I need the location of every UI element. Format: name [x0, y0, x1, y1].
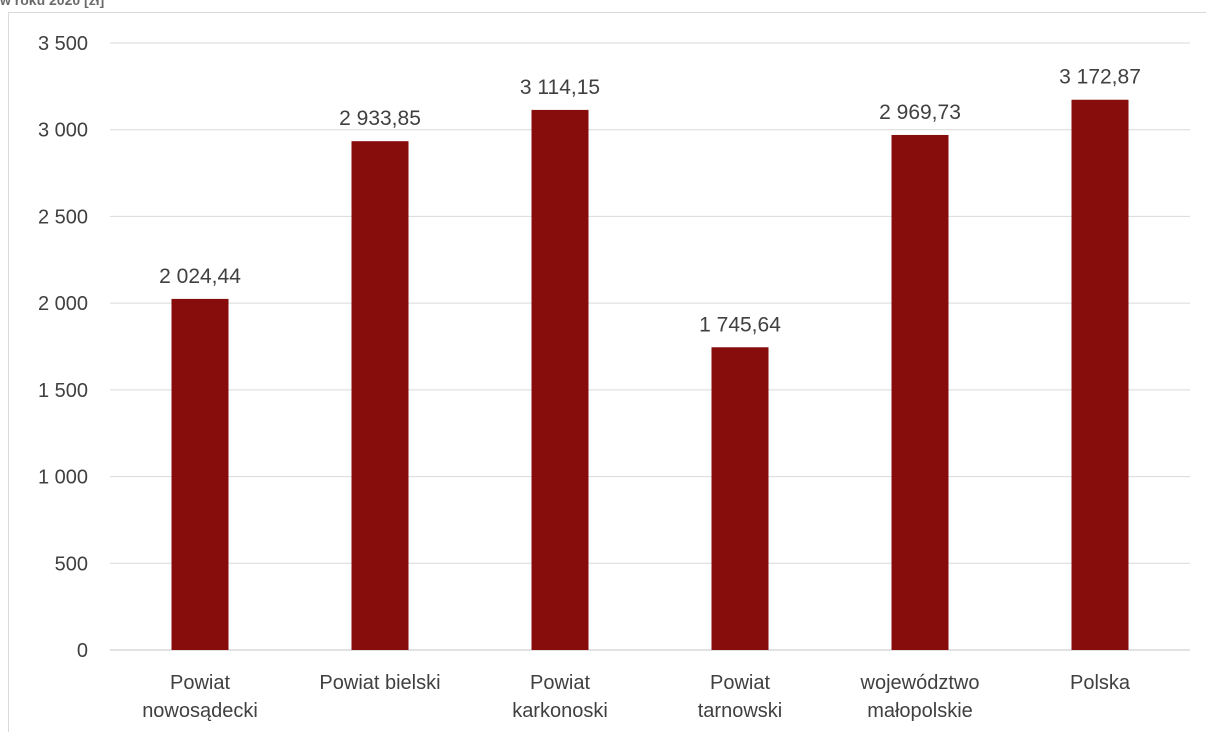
x-tick-label: nowosądecki [142, 700, 258, 722]
y-tick-label: 2 500 [38, 206, 88, 228]
data-label: 2 969,73 [879, 101, 961, 124]
y-tick-label: 1 500 [38, 380, 88, 402]
x-tick-label: tarnowski [698, 700, 782, 722]
data-label: 2 933,85 [339, 107, 421, 130]
data-label: 3 172,87 [1059, 66, 1141, 89]
y-tick-label: 500 [55, 553, 88, 575]
data-label: 1 745,64 [699, 313, 781, 336]
x-tick-label: Powiat [170, 672, 230, 694]
bar [171, 298, 229, 650]
x-tick-label: Powiat [530, 672, 590, 694]
chart-frame [8, 12, 1206, 732]
y-tick-label: 2 000 [38, 293, 88, 315]
chart-title: w roku 2020 [zł] [0, 0, 105, 8]
y-tick-label: 1 000 [38, 467, 88, 489]
y-tick-label: 3 000 [38, 120, 88, 142]
data-label: 3 114,15 [520, 76, 600, 99]
y-tick-label: 0 [77, 640, 88, 662]
bar [531, 109, 589, 650]
x-tick-label: Powiat bielski [319, 672, 440, 694]
x-tick-label: małopolskie [867, 700, 973, 722]
bar [351, 141, 409, 650]
bar [711, 347, 769, 650]
data-label: 2 024,44 [159, 265, 241, 288]
y-tick-label: 3 500 [38, 33, 88, 55]
x-tick-label: Polska [1070, 672, 1131, 694]
x-tick-label: karkonoski [512, 700, 608, 722]
bar [891, 134, 949, 650]
x-tick-label: Powiat [710, 672, 770, 694]
x-tick-label: województwo [860, 672, 980, 694]
bar [1071, 99, 1129, 650]
